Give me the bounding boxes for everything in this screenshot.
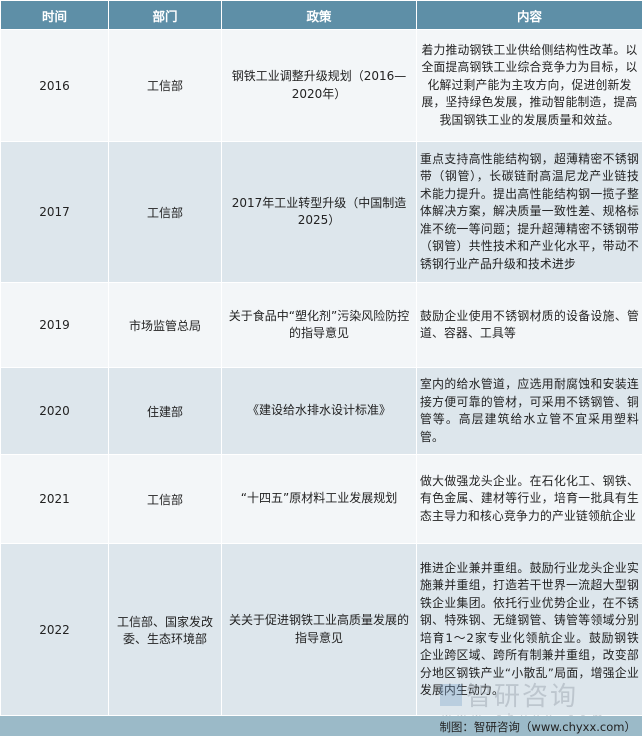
footer-bar: 制图：智研咨询（www.chyxx.com）: [0, 716, 642, 736]
cell-content: 室内的给水管道，应选用耐腐蚀和安装连接方便可靠的管材，可采用不锈钢管、铜管等。高…: [416, 367, 642, 455]
cell-policy: 2017年工业转型升级（中国制造2025）: [221, 141, 417, 283]
table-row: 2021 工信部 “十四五”原材料工业发展规划 做大做强龙头企业。在石化化工、钢…: [0, 454, 642, 544]
cell-department: 工信部: [108, 141, 222, 283]
table-row: 2016 工信部 钢铁工业调整升级规划（2016—2020年） 着力推动钢铁工业…: [0, 29, 642, 142]
cell-department: 工信部: [108, 454, 222, 544]
cell-department: 住建部: [108, 367, 222, 455]
cell-department: 工信部、国家发改委、生态环境部: [108, 543, 222, 716]
source-note: 制图：智研咨询（www.chyxx.com）: [439, 720, 636, 734]
cell-year: 2017: [0, 141, 109, 283]
cell-policy: “十四五”原材料工业发展规划: [221, 454, 417, 544]
cell-year: 2021: [0, 454, 109, 544]
header-department: 部门: [108, 0, 222, 30]
cell-policy: 关于食品中“塑化剂”污染风险防控的指导意见: [221, 282, 417, 368]
cell-content: 做大做强龙头企业。在石化化工、钢铁、有色金属、建材等行业，培育一批具有生态主导力…: [416, 454, 642, 544]
cell-department: 市场监管总局: [108, 282, 222, 368]
cell-content: 着力推动钢铁工业供给侧结构性改革。以全面提高钢铁工业综合竞争力为目标，以化解过剩…: [416, 29, 642, 142]
cell-policy: 关关于促进钢铁工业高质量发展的指导意见: [221, 543, 417, 716]
table-row: 2019 市场监管总局 关于食品中“塑化剂”污染风险防控的指导意见 鼓励企业使用…: [0, 282, 642, 368]
cell-policy: 钢铁工业调整升级规划（2016—2020年）: [221, 29, 417, 142]
table-row: 2017 工信部 2017年工业转型升级（中国制造2025） 重点支持高性能结构…: [0, 141, 642, 283]
cell-content: 推进企业兼并重组。鼓励行业龙头企业实施兼并重组，打造若干世界一流超大型钢铁企业集…: [416, 543, 642, 716]
cell-policy: 《建设给水排水设计标准》: [221, 367, 417, 455]
header-policy: 政策: [221, 0, 417, 30]
cell-content: 鼓励企业使用不锈钢材质的设备设施、管道、容器、工具等: [416, 282, 642, 368]
header-row: 时间 部门 政策 内容: [0, 0, 642, 30]
cell-year: 2020: [0, 367, 109, 455]
cell-year: 2019: [0, 282, 109, 368]
cell-year: 2016: [0, 29, 109, 142]
header-year: 时间: [0, 0, 109, 30]
cell-department: 工信部: [108, 29, 222, 142]
cell-content: 重点支持高性能结构钢，超薄精密不锈钢带（钢管），长碳链耐高温尼龙产业链技术能力提…: [416, 141, 642, 283]
table-row: 2022 工信部、国家发改委、生态环境部 关关于促进钢铁工业高质量发展的指导意见…: [0, 543, 642, 716]
header-content: 内容: [416, 0, 642, 30]
cell-year: 2022: [0, 543, 109, 716]
policy-table: 时间 部门 政策 内容 2016 工信部 钢铁工业调整升级规划（2016—202…: [0, 0, 642, 716]
table-row: 2020 住建部 《建设给水排水设计标准》 室内的给水管道，应选用耐腐蚀和安装连…: [0, 367, 642, 455]
